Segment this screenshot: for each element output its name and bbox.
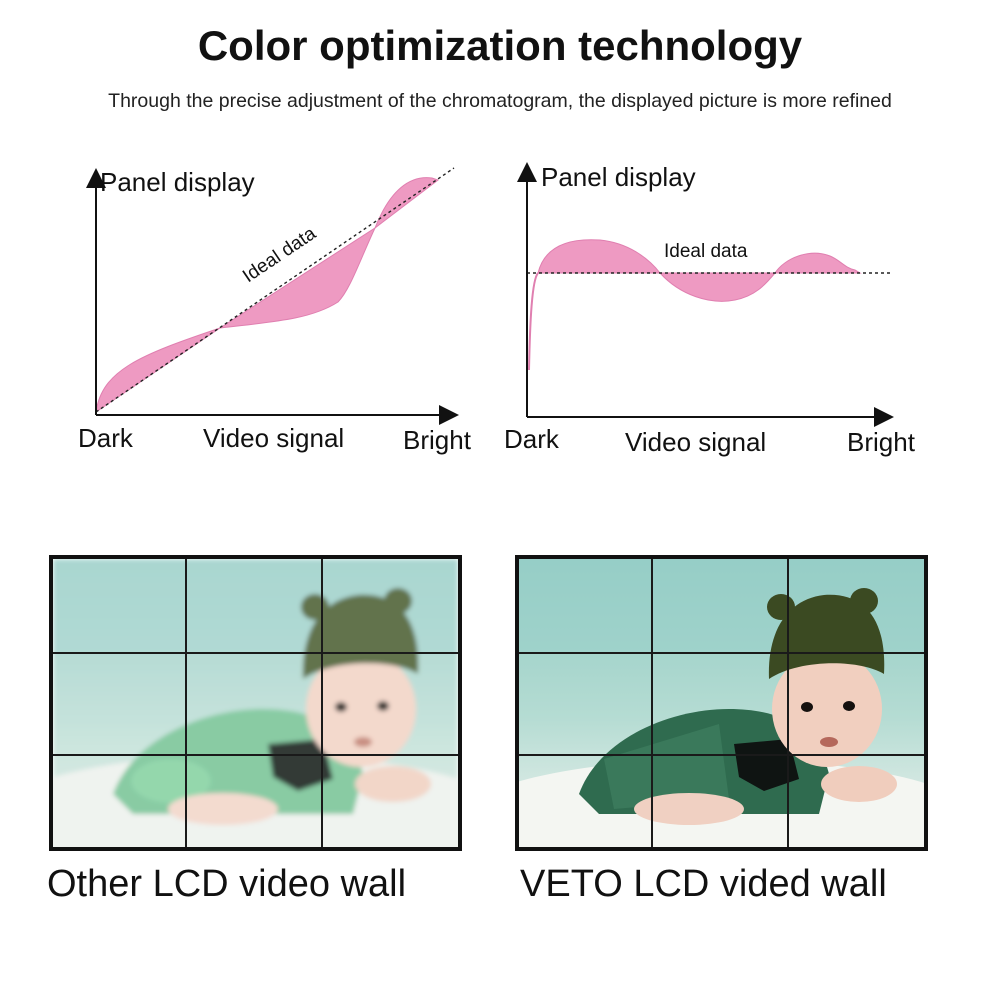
bezel-line-vertical-2 (321, 559, 323, 847)
right-gamma-chart: Ideal data Panel display Dark Video sign… (500, 150, 970, 470)
left-chart-graphic: Ideal data (86, 167, 459, 425)
bezel-line-horizontal-2 (519, 754, 924, 756)
baby-photo-illustration (53, 559, 458, 847)
right-chart-graphic (517, 162, 894, 427)
bezel-line-horizontal-1 (53, 652, 458, 654)
bezel-line-vertical-2 (787, 559, 789, 847)
right-undershoot-area (658, 272, 777, 302)
bezel-line-vertical-1 (651, 559, 653, 847)
right-x-axis-label: Video signal (625, 427, 767, 457)
left-y-axis-label: Panel display (100, 167, 255, 197)
left-deviation-upper-area (373, 177, 440, 230)
other-video-wall-photo (49, 555, 462, 851)
bezel-line-horizontal-1 (519, 652, 924, 654)
veto-video-wall-caption: VETO LCD vided wall (520, 863, 887, 905)
bezel-line-horizontal-2 (53, 754, 458, 756)
right-overshoot-area (537, 239, 662, 274)
left-deviation-mid-area (219, 226, 377, 329)
left-gamma-chart: Ideal data Panel display Dark Video sign… (70, 150, 550, 470)
left-x-end-label: Bright (403, 425, 471, 455)
right-x-end-label: Bright (847, 427, 915, 457)
page-subtitle: Through the precise adjustment of the ch… (108, 90, 892, 112)
right-ideal-data-label: Ideal data (664, 241, 748, 262)
right-y-axis-label: Panel display (541, 162, 696, 192)
bezel-line-vertical-1 (185, 559, 187, 847)
other-video-wall-caption: Other LCD video wall (47, 863, 407, 905)
page-title: Color optimization technology (197, 22, 803, 69)
left-ideal-line (95, 167, 455, 413)
left-x-start-label: Dark (78, 423, 133, 453)
baby-photo-illustration-sharp (519, 559, 924, 847)
left-x-axis-label: Video signal (203, 423, 345, 453)
veto-video-wall-photo (515, 555, 928, 851)
right-x-start-label: Dark (504, 424, 559, 454)
right-second-peak-area (774, 252, 862, 274)
right-response-curve (528, 272, 539, 371)
